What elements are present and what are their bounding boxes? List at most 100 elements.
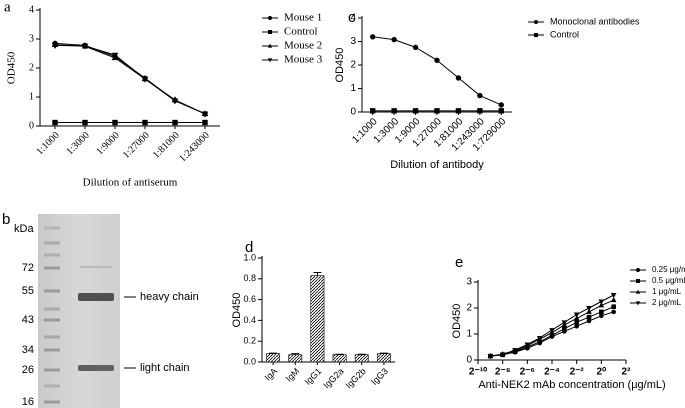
point <box>598 302 605 308</box>
legend-label: 2 μg/mL <box>652 298 682 307</box>
error-bar <box>291 353 300 355</box>
point <box>455 75 462 81</box>
legend-label: Mouse 1 <box>284 12 322 24</box>
y-tick-label: 1 <box>29 91 34 102</box>
point <box>586 306 592 312</box>
y-tick-label: 3 <box>466 277 472 288</box>
panel-letter: e <box>455 254 463 271</box>
point <box>524 342 531 348</box>
x-tick-label: IgA <box>263 366 280 383</box>
panel-letter: d <box>245 239 253 256</box>
marker-band <box>44 400 60 404</box>
axis-line <box>361 16 512 113</box>
marker-band <box>44 348 60 352</box>
point <box>391 108 397 114</box>
marker-band <box>44 384 60 388</box>
legend-marker <box>534 33 538 37</box>
x-tick-label: 2⁰ <box>597 367 607 378</box>
point <box>434 57 440 63</box>
x-tick-label: IgG3 <box>369 366 390 387</box>
y-axis-label: OD450 <box>6 51 18 84</box>
marker-label: 26 <box>22 364 34 376</box>
point <box>201 111 209 118</box>
point <box>574 320 579 325</box>
legend-marker <box>267 58 273 63</box>
marker-label: 43 <box>22 314 34 326</box>
axis-line <box>477 280 626 361</box>
point <box>598 299 605 305</box>
marker-band <box>44 226 60 230</box>
point <box>391 36 397 43</box>
y-tick-label: 4 <box>350 13 356 24</box>
point <box>573 312 580 318</box>
axis-line <box>261 256 395 363</box>
x-tick-label: 1:27000 <box>121 130 152 161</box>
y-tick-label: 1.0 <box>243 252 256 262</box>
point <box>610 297 617 303</box>
point <box>586 308 592 314</box>
point <box>81 43 89 50</box>
legend-label: Mouse 3 <box>284 54 323 66</box>
x-axis-label: Dilution of antibody <box>390 159 484 171</box>
error-bar <box>269 352 278 354</box>
chart-panel: e 0 1 2 3 2⁻¹⁰ 2⁻⁸ 2⁻⁶ 2⁻⁴ 2⁻² 2⁰ 2² OD450 Anti-NEK2 … <box>451 254 685 391</box>
bar <box>266 353 281 363</box>
point <box>599 309 604 315</box>
panel-letter: a <box>4 0 11 15</box>
faint-band <box>80 266 112 268</box>
marker-band <box>44 368 60 372</box>
y-tick-label: 0.4 <box>243 315 256 325</box>
error-bar <box>313 272 322 276</box>
point <box>455 108 462 114</box>
y-tick-label: 2 <box>466 303 472 314</box>
y-tick-label: 0.2 <box>243 336 256 346</box>
y-tick-label: 0 <box>466 355 472 366</box>
point <box>202 119 208 126</box>
point <box>611 304 616 309</box>
point <box>562 326 567 332</box>
point <box>51 43 59 50</box>
panel-letter: b <box>2 211 10 228</box>
point <box>141 76 149 83</box>
bar <box>332 354 347 363</box>
legend-marker <box>268 16 272 20</box>
point <box>549 328 555 334</box>
x-axis-label: Anti-NEK2 mAb concentration (μg/mL) <box>478 379 665 391</box>
y-tick-label: 4 <box>29 4 34 15</box>
y-tick-label: 1 <box>350 83 356 94</box>
legend-marker <box>268 30 272 34</box>
point <box>111 52 119 59</box>
gel-image <box>38 214 120 408</box>
point <box>536 335 543 342</box>
marker-label: 72 <box>22 262 34 274</box>
y-tick-label: 0 <box>29 120 34 131</box>
legend-marker <box>635 301 641 306</box>
x-tick-label: IgG2b <box>343 366 367 390</box>
y-axis-label: OD450 <box>334 48 346 83</box>
point <box>574 323 579 329</box>
point <box>512 348 518 354</box>
legend-label: 0.25 μg/mL <box>652 265 685 274</box>
bar <box>310 275 325 363</box>
point <box>561 320 568 326</box>
x-tick-label: 1:3000 <box>64 130 91 157</box>
legend-label: 0.5 μg/mL <box>652 276 685 285</box>
point <box>573 315 580 321</box>
chart-panel: c012341:10001:30001:90001:270001:810001:… <box>334 9 640 171</box>
bar <box>354 354 369 363</box>
point <box>172 119 178 126</box>
marker-band <box>44 266 60 270</box>
x-tick-label: 2⁻⁶ <box>520 367 535 378</box>
y-tick-label: 0 <box>350 107 356 118</box>
legend-marker <box>636 268 640 272</box>
point <box>586 318 592 324</box>
y-tick-label: 0.6 <box>243 294 256 304</box>
legend-marker <box>534 20 538 24</box>
error-bar <box>335 353 344 355</box>
error-bar <box>357 353 366 355</box>
marker-band <box>44 241 60 245</box>
point <box>498 102 504 108</box>
